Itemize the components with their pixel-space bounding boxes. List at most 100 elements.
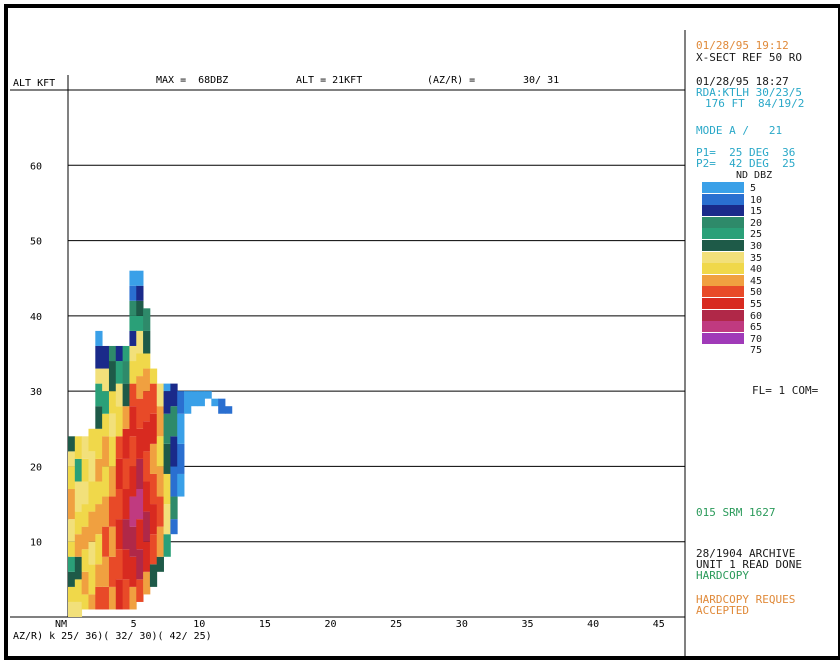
reflectivity-cell — [143, 541, 151, 572]
reflectivity-cell — [102, 391, 110, 414]
reflectivity-cell — [136, 549, 144, 580]
accepted-status: ACCEPTED — [696, 604, 749, 617]
reflectivity-cell — [156, 496, 164, 527]
x-tick-30: 30 — [456, 619, 468, 630]
reflectivity-cell — [122, 519, 130, 550]
legend-swatch-65 — [702, 321, 744, 333]
legend-header: ND DBZ — [736, 170, 773, 181]
x-tick-15: 15 — [259, 619, 271, 630]
reflectivity-cell — [102, 586, 110, 610]
alt-kft-label: ALT KFT — [13, 78, 56, 89]
reflectivity-cell — [115, 519, 124, 550]
legend-swatch-35 — [702, 251, 744, 263]
reflectivity-cell — [149, 443, 158, 474]
reflectivity-cell — [88, 451, 96, 482]
reflectivity-cell — [108, 526, 117, 557]
legend-label-20: 20 — [750, 217, 763, 229]
y-tick-20: 20 — [30, 462, 42, 473]
reflectivity-cell — [129, 406, 137, 437]
reflectivity-cell — [122, 345, 130, 362]
reflectivity-cell — [95, 534, 103, 565]
reflectivity-cell — [122, 406, 130, 429]
reflectivity-cell — [143, 571, 151, 595]
reflectivity-cell — [95, 458, 103, 482]
y-tick-40: 40 — [30, 312, 42, 323]
reflectivity-cell — [122, 428, 130, 459]
reflectivity-cell — [108, 413, 117, 437]
reflectivity-cell — [81, 526, 89, 550]
rda-info: RDA:KTLH 30/23/5 — [696, 86, 802, 99]
reflectivity-cell — [108, 556, 117, 587]
y-tick-30: 30 — [30, 387, 42, 398]
unit-read-status: UNIT 1 READ DONE — [696, 558, 802, 571]
reflectivity-cell — [68, 586, 76, 602]
reflectivity-cell — [88, 564, 96, 595]
x-tick-labels: 5 10 15 20 25 30 35 40 45 — [131, 619, 665, 630]
reflectivity-cell — [81, 594, 89, 610]
reflectivity-cell — [177, 413, 185, 444]
reflectivity-cell — [170, 436, 178, 467]
reflectivity-cell — [129, 496, 137, 527]
reflectivity-cell — [102, 413, 110, 437]
reflectivity-cell — [129, 315, 137, 331]
reflectivity-cell — [156, 383, 164, 407]
reflectivity-cell — [177, 473, 185, 497]
reflectivity-cell — [143, 330, 151, 354]
fl-readout: FL= 1 COM= — [752, 384, 819, 397]
reflectivity-cell — [102, 436, 110, 467]
reflectivity-cell — [143, 353, 151, 369]
reflectivity-cell — [74, 579, 83, 602]
srm-readout: 015 SRM 1627 — [696, 506, 776, 519]
reflectivity-cell — [197, 391, 205, 407]
reflectivity-cell — [143, 421, 151, 452]
reflectivity-cell — [115, 361, 124, 384]
reflectivity-cell — [122, 549, 130, 580]
y-tick-10: 10 — [30, 538, 42, 549]
legend-swatch-25 — [702, 228, 744, 240]
reflectivity-cell — [129, 285, 137, 301]
x-tick-10: 10 — [193, 619, 205, 630]
reflectivity-cell — [74, 601, 83, 617]
reflectivity-cell — [68, 436, 76, 452]
mode-readout: MODE A / 21 — [696, 124, 783, 137]
reflectivity-cell — [108, 345, 117, 362]
reflectivity-cell — [122, 361, 130, 384]
legend-label-35: 35 — [750, 252, 763, 264]
legend-label-25: 25 — [750, 229, 763, 241]
azr-footer: AZ/R) k 25/ 36)( 32/ 30)( 42/ 25) — [13, 631, 212, 642]
reflectivity-cell — [163, 383, 171, 392]
reflectivity-cell — [170, 406, 178, 437]
reflectivity-cell — [122, 383, 130, 407]
p1-readout: P1= 25 DEG 36 — [696, 146, 796, 159]
reflectivity-cell — [129, 556, 137, 587]
reflectivity-cell — [68, 451, 76, 467]
reflectivity-cell — [81, 571, 89, 595]
reflectivity-cell — [143, 368, 151, 392]
reflectivity-cell — [74, 458, 83, 482]
reflectivity-cell — [129, 270, 137, 286]
reflectivity-cell — [136, 285, 144, 301]
x-tick-45: 45 — [653, 619, 665, 630]
reflectivity-cell — [218, 398, 226, 414]
reflectivity-cell — [74, 436, 83, 459]
legend-swatch-55 — [702, 298, 744, 309]
reflectivity-cell — [81, 481, 89, 505]
reflectivity-cell — [129, 466, 137, 497]
reflectivity-cell — [95, 368, 103, 384]
reflectivity-cell — [143, 481, 151, 512]
reflectivity-cell — [102, 496, 110, 527]
reflectivity-cell — [88, 511, 96, 542]
p2-readout: P2= 42 DEG 25 — [696, 157, 796, 170]
reflectivity-cell — [149, 564, 158, 587]
reflectivity-cell — [149, 383, 158, 414]
reflectivity-cell — [68, 571, 76, 587]
reflectivity-cell — [136, 300, 144, 316]
reflectivity-cells — [68, 270, 233, 617]
reflectivity-cell — [143, 391, 151, 422]
reflectivity-cell — [88, 428, 96, 452]
legend-swatch-30 — [702, 240, 744, 251]
reflectivity-cell — [129, 361, 137, 384]
reflectivity-cell — [81, 549, 89, 572]
reflectivity-cell — [129, 330, 137, 346]
reflectivity-cell — [88, 541, 96, 565]
